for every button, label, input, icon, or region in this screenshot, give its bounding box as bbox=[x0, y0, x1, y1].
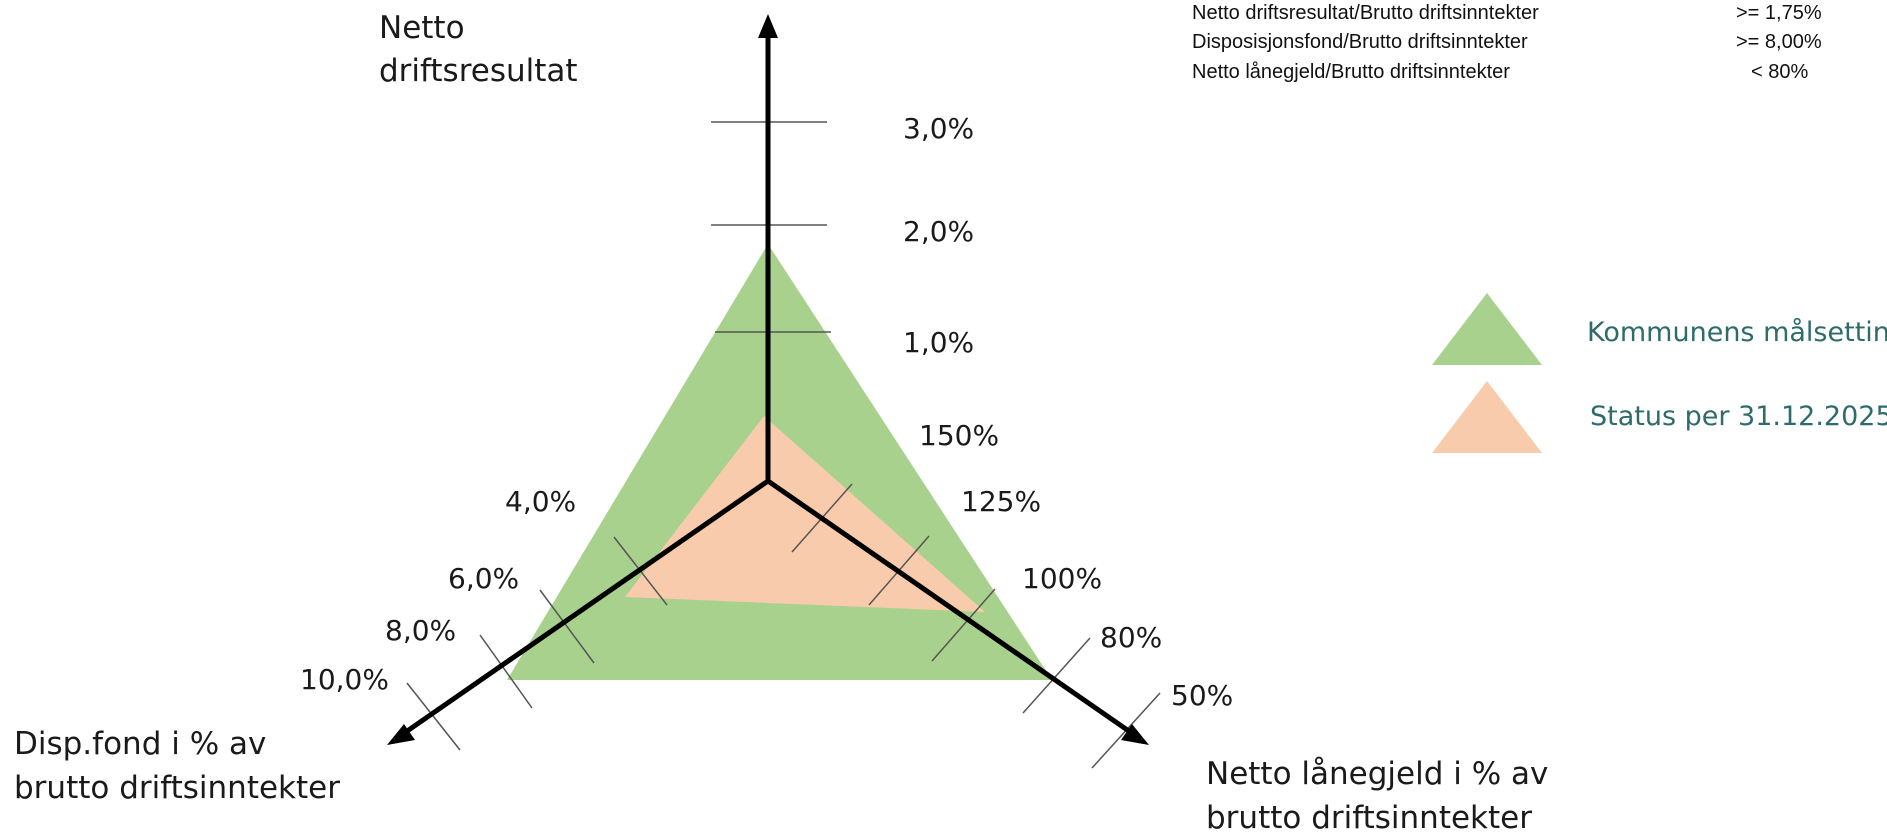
tick-mark-left-10 bbox=[406, 682, 461, 751]
axis-disp-fond bbox=[398, 478, 770, 739]
legend-swatch-status bbox=[1432, 381, 1542, 453]
tick-label: 2,0% bbox=[903, 215, 974, 248]
axis-title-line: Netto lånegjeld i % av bbox=[1206, 756, 1548, 792]
targets-table: Netto driftsresultat/Brutto driftsinntek… bbox=[1192, 2, 1822, 83]
tick-label: 1,0% bbox=[903, 326, 974, 359]
target-value: < 80% bbox=[1751, 61, 1808, 83]
target-label: Disposisjonsfond/Brutto driftsinntekter bbox=[1192, 31, 1528, 53]
axis-title-line: Disp.fond i % av bbox=[14, 726, 266, 762]
target-value: >= 8,00% bbox=[1736, 31, 1822, 53]
legend-label-status: Status per 31.12.2025 bbox=[1590, 401, 1887, 432]
legend-label-target: Kommunens målsetting bbox=[1587, 317, 1887, 348]
axis-title-line: brutto driftsinntekter bbox=[14, 770, 340, 806]
axis-title-line: brutto driftsinntekter bbox=[1206, 800, 1532, 833]
legend-swatch-target bbox=[1432, 293, 1542, 365]
axis-title-netto-lanegjeld: Netto lånegjeld i % av brutto driftsinnt… bbox=[1206, 756, 1558, 833]
tick-label: 3,0% bbox=[903, 112, 974, 145]
axis-title-disp-fond: Disp.fond i % av brutto driftsinntekter bbox=[14, 726, 340, 806]
arrowhead-left bbox=[387, 724, 415, 745]
axis-title-line: Netto bbox=[379, 10, 465, 46]
target-label: Netto driftsresultat/Brutto driftsinntek… bbox=[1192, 2, 1539, 24]
tick-label: 50% bbox=[1171, 679, 1233, 712]
tick-mark-right-100 bbox=[931, 588, 996, 662]
tick-label: 6,0% bbox=[448, 562, 519, 595]
tick-label: 125% bbox=[961, 485, 1041, 518]
target-value: >= 1,75% bbox=[1736, 2, 1822, 24]
tick-label: 100% bbox=[1022, 562, 1102, 595]
arrowheads bbox=[387, 14, 1149, 745]
axes bbox=[398, 30, 1138, 739]
arrowhead-up bbox=[758, 14, 778, 38]
arrowhead-right bbox=[1121, 724, 1149, 745]
tick-label: 80% bbox=[1100, 621, 1162, 654]
series-status-area bbox=[625, 416, 985, 612]
tick-mark-left-8 bbox=[479, 634, 533, 709]
axis-title-line: driftsresultat bbox=[379, 53, 578, 89]
tick-label: 10,0% bbox=[300, 663, 389, 696]
tick-mark-left-6 bbox=[539, 589, 595, 664]
legend: Kommunens målsetting Status per 31.12.20… bbox=[1432, 293, 1887, 453]
tick-mark-right-80 bbox=[1022, 637, 1091, 714]
axis-netto-lanegjeld bbox=[766, 478, 1138, 739]
tick-label: 150% bbox=[919, 419, 999, 452]
tick-label: 4,0% bbox=[505, 485, 576, 518]
axis-title-netto-driftsresultat: Netto driftsresultat bbox=[379, 10, 578, 89]
tick-label: 8,0% bbox=[385, 614, 456, 647]
target-label: Netto lånegjeld/Brutto driftsinntekter bbox=[1192, 61, 1510, 83]
